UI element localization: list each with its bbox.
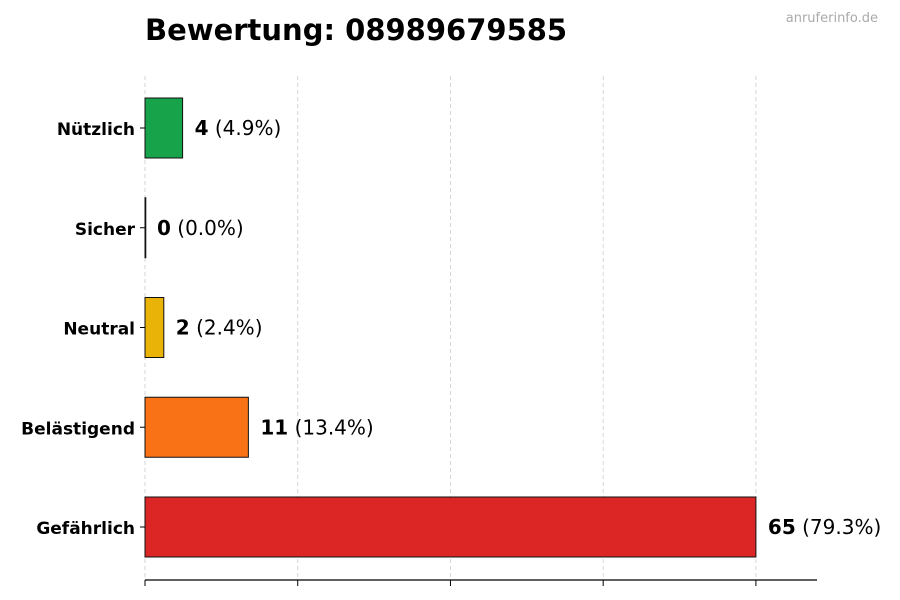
value-label: 4 (4.9%) [195,116,282,140]
value-label: 11 (13.4%) [260,415,373,439]
x-axis: Nützlich Sicher Neutral Belästigend Gefährli… [21,120,817,586]
value-label: 2 (2.4%) [176,316,263,340]
category-label: Sicher [75,220,136,240]
bar-gefährlich [144,496,757,558]
bar-nützlich [144,97,184,159]
value-percent: (2.4%) [190,316,263,340]
value-percent: (4.9%) [209,116,282,140]
bar-belästigend [144,396,249,458]
category-label: Gefährlich [36,519,135,539]
watermark: anruferinfo.de [786,11,878,26]
value-count: 65 [768,515,796,539]
value-count: 4 [195,116,209,140]
value-percent: (79.3%) [796,515,882,539]
bars: 4 (4.9%) 0 (0.0%) 2 (2.4%) 11 (13.4%) 65 (79… [144,97,881,558]
value-percent: (13.4%) [288,415,374,439]
value-count: 11 [260,415,288,439]
chart-title: Bewertung: 08989679585 [145,13,567,47]
value-count: 2 [176,316,190,340]
gridlines [144,76,757,580]
bar-neutral [144,297,165,358]
category-label: Belästigend [21,419,135,439]
value-label: 0 (0.0%) [157,216,244,240]
bar-sicher [144,197,147,259]
value-label: 65 (79.3%) [768,515,881,539]
value-count: 0 [157,216,171,240]
category-label: Nützlich [57,120,135,140]
value-percent: (0.0%) [171,216,244,240]
category-label: Neutral [63,320,135,340]
